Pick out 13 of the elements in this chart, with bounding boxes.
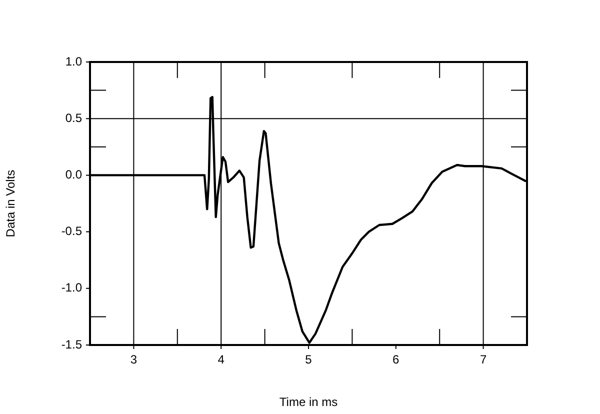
y-tick-label: -0.5: [61, 224, 82, 238]
x-tick-label: 3: [130, 352, 138, 367]
x-tick-label: 7: [480, 352, 487, 367]
y-axis-title: Data in Volts: [4, 170, 18, 238]
x-axis-title: Time in ms: [279, 395, 338, 410]
x-tick-label: 5: [305, 352, 312, 367]
y-tick-label: 0.0: [65, 168, 82, 182]
x-tick-label: 6: [392, 352, 400, 367]
y-tick-label: 1.0: [65, 54, 82, 68]
y-tick-label: -1.5: [61, 337, 82, 352]
x-tick-label: 4: [218, 352, 225, 367]
y-tick-label: -1.0: [61, 280, 82, 295]
y-tick-label: 0.5: [65, 110, 82, 125]
